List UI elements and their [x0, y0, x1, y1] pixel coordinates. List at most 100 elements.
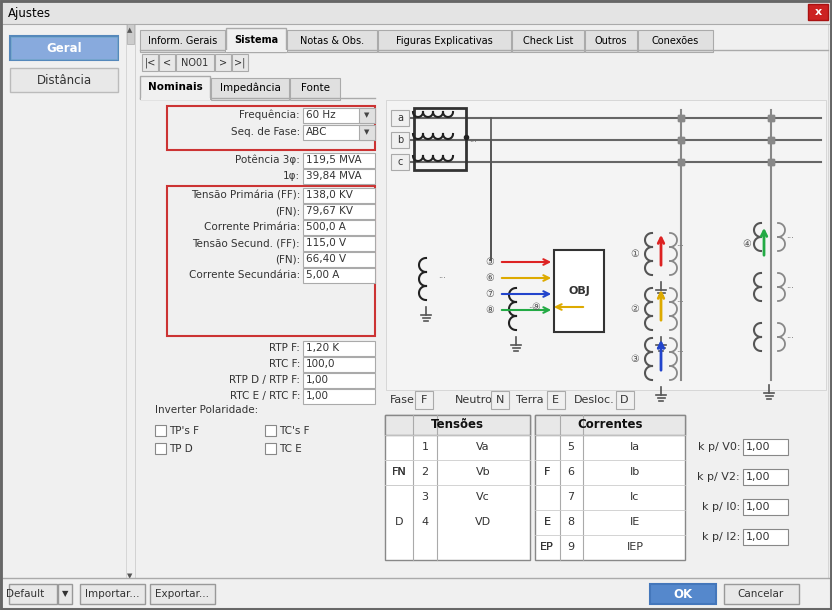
Bar — [724, 584, 799, 604]
Text: Corrente Primária:: Corrente Primária: — [204, 222, 300, 232]
Bar — [359, 125, 375, 140]
Bar — [303, 389, 375, 404]
Bar — [126, 24, 135, 582]
Bar — [142, 54, 158, 71]
Text: RTC F:: RTC F: — [269, 359, 300, 369]
Text: NO01: NO01 — [181, 57, 209, 68]
Bar — [159, 54, 175, 71]
Text: Importar...: Importar... — [85, 589, 139, 599]
Bar — [491, 391, 509, 409]
Text: ②: ② — [631, 304, 639, 314]
Bar — [303, 341, 375, 356]
Bar — [743, 469, 788, 485]
Bar — [265, 425, 276, 436]
Text: Default: Default — [6, 589, 44, 599]
Text: ▼: ▼ — [127, 573, 132, 579]
Bar — [638, 30, 713, 52]
Text: RTP D / RTP F:: RTP D / RTP F: — [229, 375, 300, 385]
Text: 115,0 V: 115,0 V — [306, 238, 346, 248]
Text: Notas & Obs.: Notas & Obs. — [300, 36, 364, 46]
Text: Tensão Secund. (FF):: Tensão Secund. (FF): — [192, 238, 300, 248]
Text: x: x — [815, 7, 821, 17]
Text: IE: IE — [630, 517, 640, 527]
Text: Ic: Ic — [631, 492, 640, 502]
Bar — [386, 100, 826, 390]
Text: k p/ V2:: k p/ V2: — [697, 472, 740, 482]
Text: ▼: ▼ — [364, 129, 369, 135]
Bar — [167, 186, 375, 336]
Text: Corrente Secundária:: Corrente Secundária: — [189, 270, 300, 280]
Bar — [303, 108, 375, 123]
Text: EP: EP — [540, 542, 554, 552]
Bar — [547, 391, 564, 409]
Text: TC E: TC E — [279, 443, 302, 453]
Text: D: D — [394, 517, 404, 527]
Text: 79,67 KV: 79,67 KV — [306, 206, 353, 216]
Bar — [141, 98, 210, 100]
Text: ...: ... — [438, 270, 446, 279]
Bar — [226, 50, 287, 52]
Bar — [232, 54, 248, 71]
Text: Potência 3φ:: Potência 3φ: — [235, 155, 300, 165]
Bar — [265, 443, 276, 454]
Text: 6: 6 — [567, 467, 575, 477]
Text: Nominais: Nominais — [147, 82, 202, 92]
Text: >: > — [219, 57, 227, 68]
Bar — [215, 54, 231, 71]
Bar — [140, 30, 225, 52]
Text: OK: OK — [673, 587, 692, 600]
Bar — [226, 28, 286, 52]
Bar — [155, 425, 166, 436]
Text: F: F — [544, 467, 550, 477]
Text: Terra: Terra — [516, 395, 543, 405]
Bar — [140, 76, 210, 99]
Text: Neutro: Neutro — [455, 395, 493, 405]
Text: F: F — [544, 467, 550, 477]
Bar — [58, 584, 72, 604]
Bar — [2, 578, 830, 608]
Text: 138,0 KV: 138,0 KV — [306, 190, 353, 200]
Text: 9: 9 — [567, 542, 575, 552]
Bar — [9, 584, 57, 604]
Bar — [808, 4, 828, 20]
Text: Inform. Gerais: Inform. Gerais — [148, 36, 217, 46]
Bar — [176, 54, 214, 71]
Text: c: c — [398, 157, 403, 167]
Text: ▼: ▼ — [364, 112, 369, 118]
Text: ...: ... — [676, 295, 684, 304]
Bar — [2, 24, 135, 582]
Text: N: N — [496, 395, 504, 405]
Text: Tensões: Tensões — [431, 418, 484, 431]
Bar — [303, 125, 375, 140]
Bar — [150, 584, 215, 604]
Bar — [303, 153, 375, 168]
Text: Frequência:: Frequência: — [240, 110, 300, 120]
Text: F: F — [421, 395, 427, 405]
Text: 1: 1 — [422, 442, 428, 452]
Text: TP D: TP D — [169, 443, 193, 453]
Text: Fonte: Fonte — [300, 83, 329, 93]
Bar — [535, 415, 685, 560]
Text: ③: ③ — [631, 354, 639, 364]
Text: ⑧: ⑧ — [485, 305, 494, 315]
Text: ⑥: ⑥ — [485, 273, 494, 283]
Text: TC's F: TC's F — [279, 426, 310, 436]
Bar — [11, 37, 117, 59]
Text: ▲: ▲ — [127, 27, 132, 33]
Bar — [303, 169, 375, 184]
Text: OBJ: OBJ — [568, 286, 590, 296]
Bar — [385, 415, 530, 435]
Text: Impedância: Impedância — [220, 83, 280, 93]
Text: 500,0 A: 500,0 A — [306, 222, 346, 232]
Text: Fase: Fase — [390, 395, 415, 405]
Text: Tensão Primária (FF):: Tensão Primária (FF): — [191, 190, 300, 200]
Text: Outros: Outros — [595, 36, 627, 46]
Bar — [127, 24, 134, 44]
Text: Ia: Ia — [630, 442, 640, 452]
Text: <: < — [163, 57, 171, 68]
Text: ...: ... — [676, 345, 684, 354]
Bar — [80, 584, 145, 604]
Bar — [303, 204, 375, 219]
Text: Correntes: Correntes — [577, 418, 643, 431]
Text: |<: |< — [144, 57, 156, 68]
